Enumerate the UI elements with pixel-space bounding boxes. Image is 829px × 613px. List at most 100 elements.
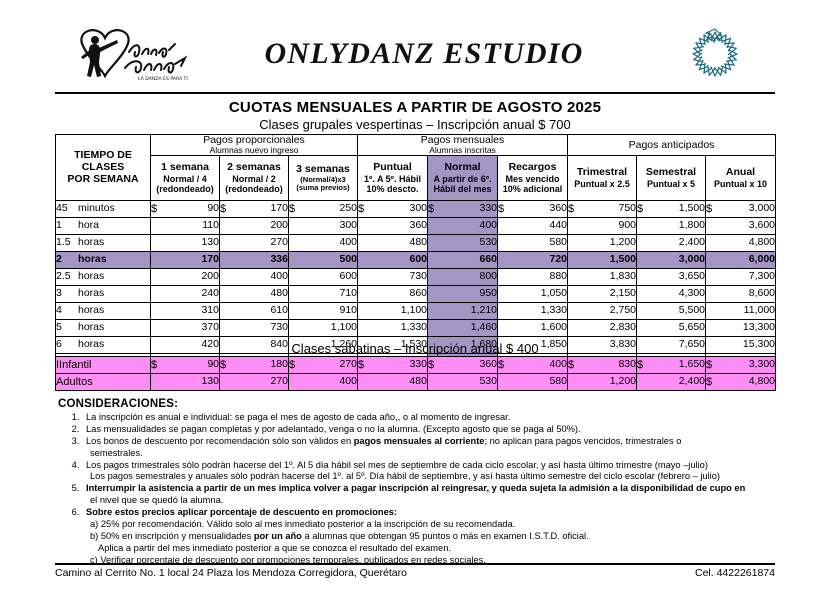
table-row: 1 hora 110 200 300 360 400 440 900 1,800 3,600 xyxy=(55,217,777,236)
cell-value: 400 xyxy=(270,270,288,283)
cell-value: 3,000 xyxy=(678,253,706,266)
consideraciones-section: CONSIDERACIONES: La inscripción es anual… xyxy=(58,398,773,567)
table-cell: 2,750 xyxy=(567,302,638,321)
col-title: 3 semanas xyxy=(296,163,350,175)
cell-value: 170 xyxy=(201,253,219,266)
row-label-unit: horas xyxy=(78,304,105,317)
cell-value: 1,050 xyxy=(540,287,568,300)
cell-value: 7,650 xyxy=(678,338,706,351)
cell-value: 3,300 xyxy=(748,357,775,370)
group-subtitle: Alumnas inscritas xyxy=(429,144,496,155)
sabatinas-cell: 400 xyxy=(288,373,358,391)
col-title: Recargos xyxy=(508,161,557,174)
column-header-normal: Normal A partir de 6º. Hábil del mes xyxy=(427,155,499,202)
cell-value: 2,750 xyxy=(609,304,637,317)
cell-value: 250 xyxy=(339,202,358,215)
row-label-unit: horas xyxy=(78,270,105,283)
col-title: Anual xyxy=(725,166,756,179)
currency-symbol: $ xyxy=(706,203,713,216)
currency-symbol: $ xyxy=(289,358,296,371)
cell-value: 180 xyxy=(270,357,288,370)
consideracion-subline: el nivel que se quedó la alumna. xyxy=(90,495,224,506)
sabatinas-cell: 130 xyxy=(150,373,220,391)
cell-value: 580 xyxy=(549,236,568,249)
row-label-unit: horas xyxy=(78,287,105,300)
table-cell: 660 xyxy=(427,251,499,270)
table-cell: 600 xyxy=(357,251,429,270)
consideracion-item: Los bonos de descuento por recomendación… xyxy=(82,436,773,460)
table-cell: 440 xyxy=(497,217,569,236)
sabatinas-cell: $270 xyxy=(288,356,358,374)
table-cell: 5,650 xyxy=(636,319,707,338)
consideracion-subline: Aplica a partir del mes inmediato poster… xyxy=(98,542,451,553)
table-cell: $300 xyxy=(357,200,429,219)
cell-value: 110 xyxy=(202,219,219,232)
row-label-unit: minutos xyxy=(78,202,115,215)
table-cell: 300 xyxy=(287,217,359,236)
cell-value: 1,330 xyxy=(400,321,428,334)
cell-value: 840 xyxy=(270,338,288,351)
table-cell: $90 xyxy=(150,200,220,219)
cell-value: 600 xyxy=(339,270,358,283)
cell-value: 800 xyxy=(479,270,498,283)
cell-value: 1,500 xyxy=(678,202,706,215)
cell-value: 270 xyxy=(270,375,288,388)
currency-symbol: $ xyxy=(568,358,575,371)
cell-value: 730 xyxy=(270,321,288,334)
sabatinas-cell: 530 xyxy=(427,373,498,391)
cell-value: 480 xyxy=(409,375,427,388)
cell-value: 830 xyxy=(618,357,636,370)
col-title: Trimestral xyxy=(576,166,628,179)
footer-address: Camino al Cerrito No. 1 local 24 Plaza l… xyxy=(55,567,407,579)
cell-value: 1,650 xyxy=(678,357,705,370)
table-cell: 480 xyxy=(219,285,289,304)
col-note-2: Hábil del mes xyxy=(433,184,492,195)
cell-value: 200 xyxy=(201,270,219,283)
sabatinas-table: IInfantil $90 $180 $270 $330 $360 $400 $830 $1,6… xyxy=(55,356,776,391)
table-cell: $3,000 xyxy=(705,200,777,219)
cell-value: 330 xyxy=(409,357,427,370)
table-cell: 910 xyxy=(287,302,359,321)
table-cell: 170 xyxy=(150,251,220,270)
table-cell: 360 xyxy=(357,217,429,236)
table-cell: 600 xyxy=(287,268,359,287)
sabatinas-cell: 2,400 xyxy=(636,373,706,391)
cell-value: 530 xyxy=(479,375,497,388)
table-cell: 730 xyxy=(357,268,429,287)
column-header-trimestral: Trimestral Puntual x 2.5 xyxy=(567,155,638,202)
consideraciones-title: CONSIDERACIONES: xyxy=(58,398,179,410)
svg-text:LA DANZA ES PARA TI: LA DANZA ES PARA TI xyxy=(138,76,188,82)
cell-value: 1,460 xyxy=(470,321,498,334)
sabatinas-cell: $90 xyxy=(150,356,220,374)
group-header-mensuales: Pagos mensuales Alumnas inscritas xyxy=(357,133,569,157)
table-cell: $1,500 xyxy=(636,200,707,219)
cell-value: 8,600 xyxy=(748,287,776,300)
sabatinas-body: IInfantil $90 $180 $270 $330 $360 $400 $830 $1,6… xyxy=(55,356,776,391)
row-label-number: 2 xyxy=(56,253,62,266)
column-header-semestral: Semestral Puntual x 5 xyxy=(636,155,707,202)
cell-value: 1,830 xyxy=(609,270,637,283)
cell-value: 6,000 xyxy=(748,253,776,266)
cell-value: 660 xyxy=(479,253,498,266)
currency-symbol: $ xyxy=(428,358,435,371)
document-title: CUOTAS MENSUALES A PARTIR DE AGOSTO 2025 xyxy=(228,99,602,116)
consideracion-item: Los pagos trimestrales sòlo podràn hacer… xyxy=(82,460,773,484)
sabatinas-cell: 1,200 xyxy=(567,373,637,391)
document-subtitle: Clases grupales vespertinas – Inscripció… xyxy=(259,117,571,132)
table-row: 6 horas 420 840 1,260 1,530 1,680 1,850 3,830 7,6… xyxy=(55,336,777,355)
column-header-anual: Anual Puntual x 10 xyxy=(705,155,777,202)
row-label-unit: horas xyxy=(78,236,105,249)
table-cell: 530 xyxy=(427,234,499,253)
table-cell: 400 xyxy=(427,217,499,236)
consideracion-item: Las mensualidades se pagan completas y p… xyxy=(82,424,773,436)
col-note-1: Mes vencido xyxy=(505,174,560,185)
table-cell: 860 xyxy=(357,285,429,304)
emphasis-text: pagos mensuales al corriente xyxy=(353,435,485,446)
table-cell: 1,680 xyxy=(427,336,499,355)
consideracion-text: Interrumpir la asistencia a partir de un… xyxy=(86,483,746,494)
cell-value: 5,500 xyxy=(678,304,706,317)
cell-value: 300 xyxy=(409,202,428,215)
currency-symbol: $ xyxy=(358,203,365,216)
consideracion-text: Sobre estos precios aplicar porcentaje d… xyxy=(86,507,398,518)
table-cell: 1,460 xyxy=(427,319,499,338)
